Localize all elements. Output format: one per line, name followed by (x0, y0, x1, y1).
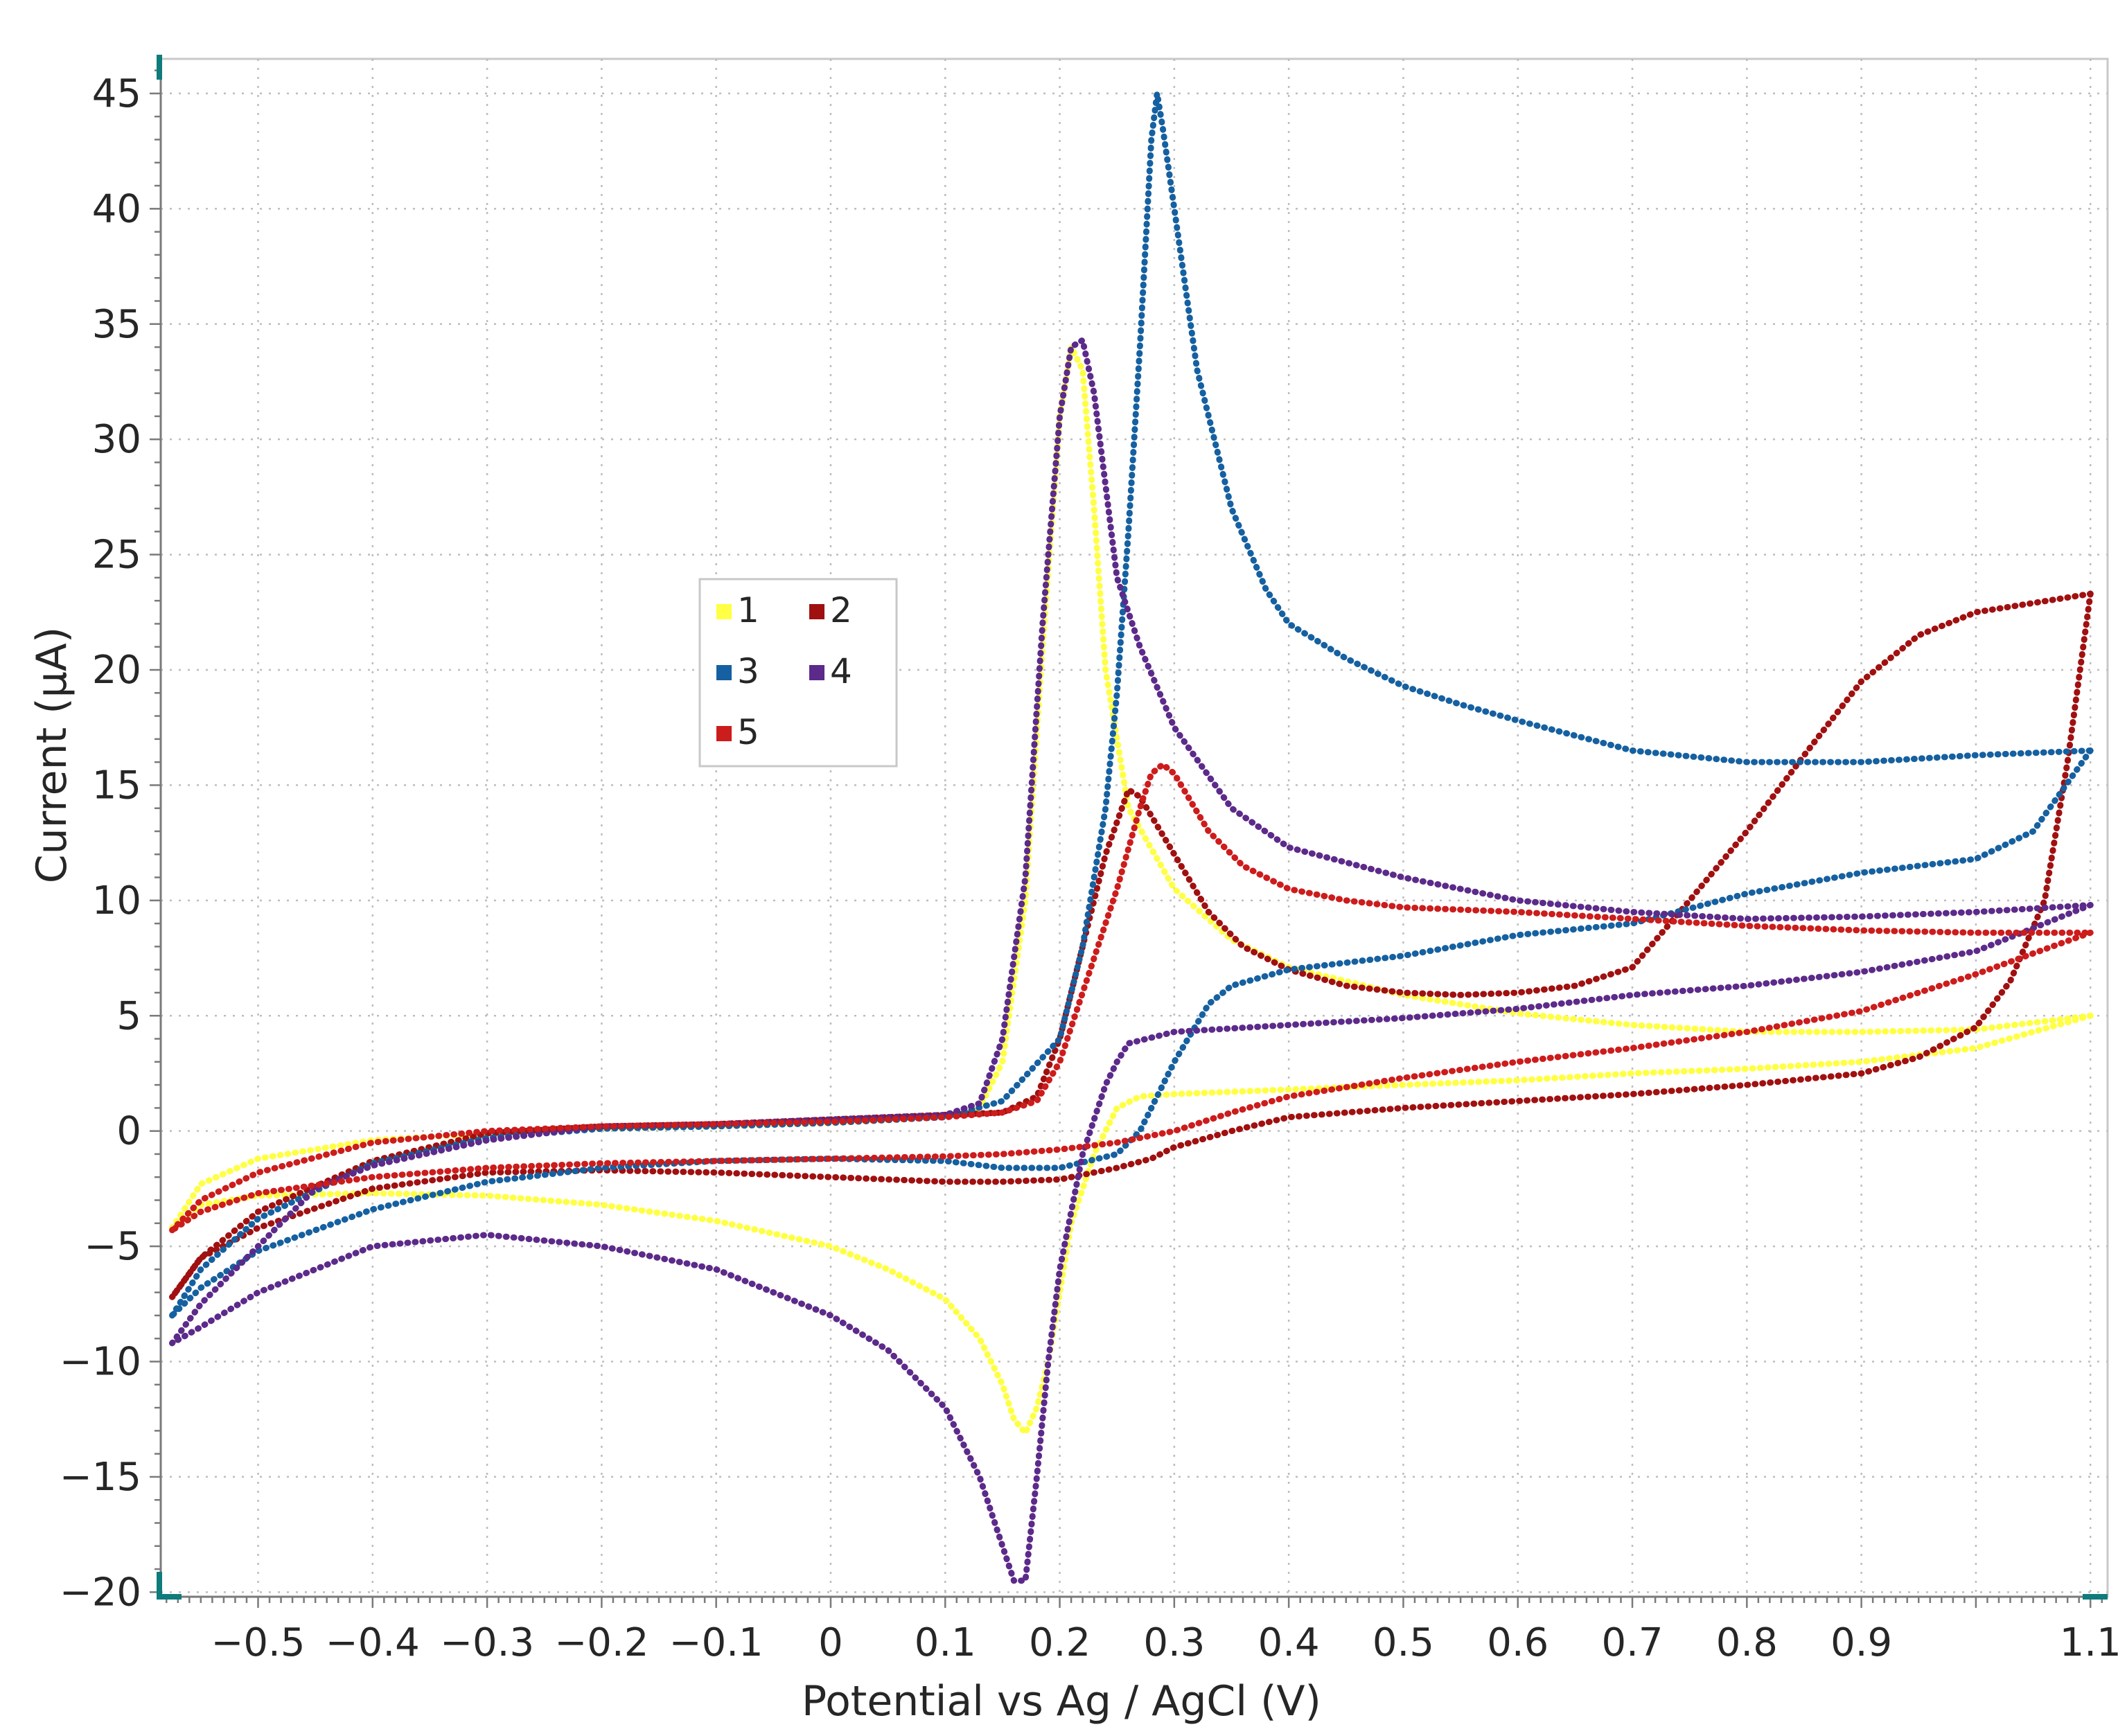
y-tick-label: 15 (92, 763, 141, 808)
x-tick-label: 0.7 (1601, 1620, 1663, 1665)
x-tick-label: 0.2 (1029, 1620, 1091, 1665)
y-tick-label: 40 (92, 186, 141, 231)
y-tick-label: 30 (92, 417, 141, 462)
x-tick-label: −0.5 (211, 1620, 306, 1665)
y-tick-label: 0 (116, 1109, 141, 1154)
legend-swatch-3 (716, 665, 732, 680)
legend-label-4: 4 (830, 651, 852, 691)
x-tick-label: 0.9 (1830, 1620, 1892, 1665)
legend-swatch-1 (716, 604, 732, 619)
series-4-forward-scan (169, 337, 2094, 1347)
legend-box (698, 578, 898, 768)
y-tick-label: −20 (60, 1570, 141, 1615)
series-2-reverse-scan (169, 590, 2094, 1300)
y-tick-label: 10 (92, 878, 141, 923)
legend-swatch-4 (809, 665, 824, 680)
x-tick-label: 0.1 (915, 1620, 976, 1665)
x-tick-label: 0.4 (1258, 1620, 1320, 1665)
legend-label-5: 5 (737, 712, 759, 752)
legend-label-3: 3 (737, 651, 759, 691)
x-tick-label: −0.4 (326, 1620, 420, 1665)
x-tick-label: −0.1 (669, 1620, 764, 1665)
x-tick-label: 1.1 (2060, 1620, 2118, 1665)
y-tick-label: 5 (116, 993, 141, 1038)
series-3-reverse-scan (169, 747, 2094, 1319)
legend-swatch-5 (716, 726, 732, 741)
legend-swatch-2 (809, 604, 824, 619)
axis-cap-marker (157, 55, 162, 80)
legend-label-1: 1 (737, 590, 759, 630)
y-tick-label: 20 (92, 648, 141, 693)
x-axis-title: Potential vs Ag / AgCl (V) (802, 1677, 1321, 1726)
y-tick-label: 45 (92, 71, 141, 116)
y-tick-label: 25 (92, 533, 141, 578)
series-1-reverse-scan (169, 1012, 2094, 1437)
legend: 1 2 3 4 5 (698, 578, 898, 768)
series-layer (169, 90, 2094, 1584)
series-5-forward-scan (169, 761, 2094, 1234)
y-tick-label: −15 (60, 1455, 141, 1500)
x-tick-label: 0.8 (1716, 1620, 1778, 1665)
axis-cap-marker (157, 1572, 162, 1597)
series-5-reverse-scan (169, 929, 2094, 1234)
x-tick-label: −0.2 (554, 1620, 648, 1665)
y-tick-label: −5 (84, 1224, 141, 1269)
y-axis-title: Current (μA) (28, 627, 76, 883)
legend-label-2: 2 (830, 590, 852, 630)
x-tick-label: 0.6 (1487, 1620, 1548, 1665)
x-tick-label: −0.3 (440, 1620, 534, 1665)
x-tick-label: 0.5 (1373, 1620, 1434, 1665)
series-4-reverse-scan (169, 902, 2094, 1584)
y-tick-label: 35 (92, 302, 141, 347)
y-tick-label: −10 (60, 1340, 141, 1385)
x-tick-label: 0 (818, 1620, 843, 1665)
axis-cap-marker (2083, 1594, 2108, 1600)
x-tick-label: 0.3 (1143, 1620, 1205, 1665)
axis-cap-marker (157, 1594, 182, 1600)
